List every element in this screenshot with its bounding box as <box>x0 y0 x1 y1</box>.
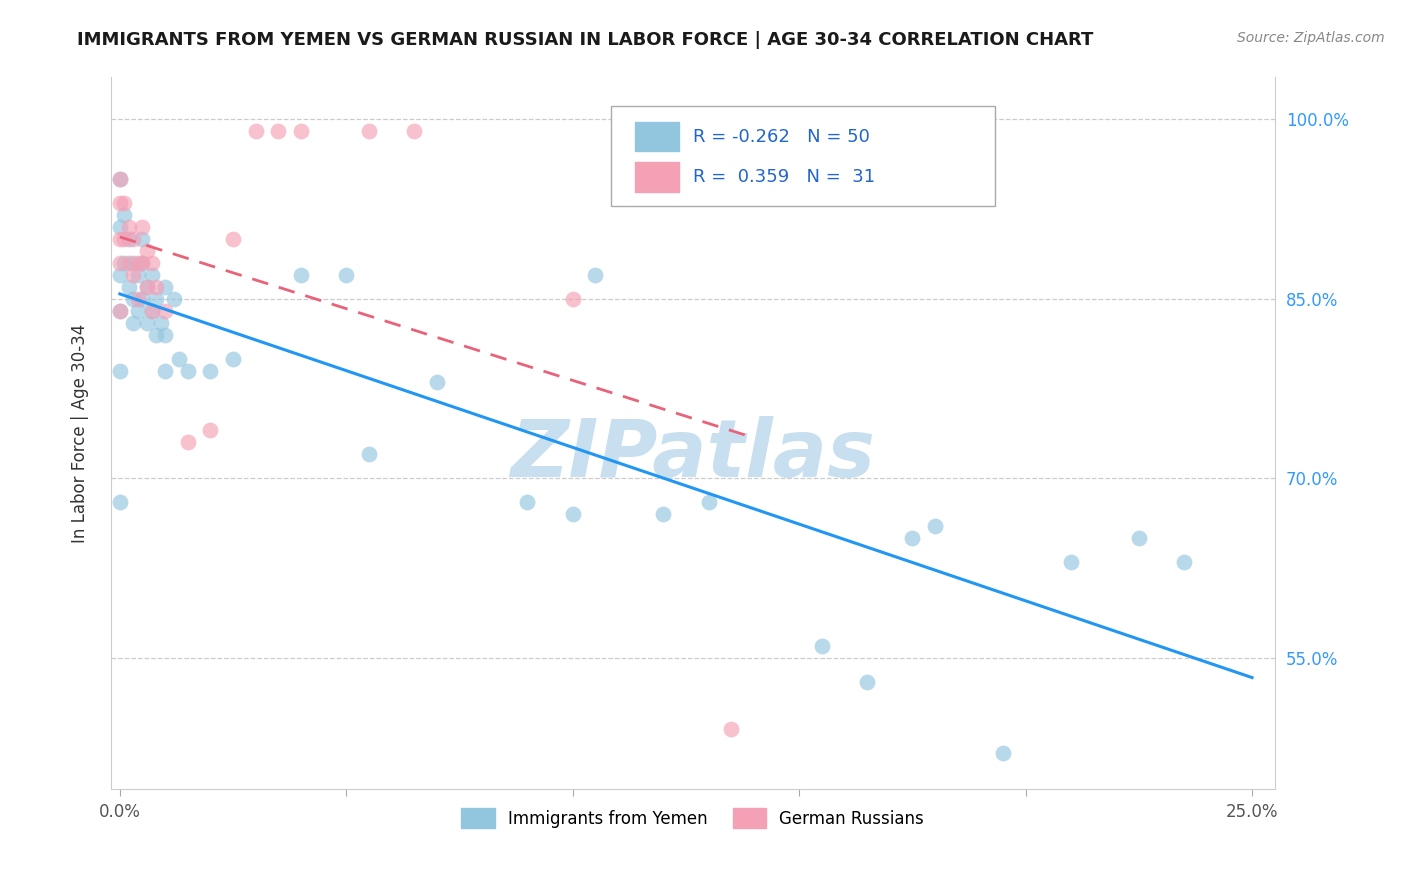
Point <box>127 303 149 318</box>
Point <box>720 723 742 737</box>
Point <box>561 507 583 521</box>
Point <box>127 292 149 306</box>
Point <box>290 268 312 282</box>
Point <box>141 303 163 318</box>
Point <box>856 674 879 689</box>
Point <box>127 256 149 270</box>
Point <box>145 327 167 342</box>
Point <box>136 280 159 294</box>
Point <box>108 196 131 211</box>
Point <box>583 268 606 282</box>
Point <box>245 124 267 138</box>
Bar <box>634 121 679 152</box>
Point <box>141 303 163 318</box>
Text: ZIPatlas: ZIPatlas <box>510 416 876 493</box>
Point <box>200 423 222 437</box>
Point <box>127 268 149 282</box>
Point <box>153 280 176 294</box>
Point <box>145 292 167 306</box>
Point <box>153 327 176 342</box>
Bar <box>634 162 679 192</box>
Point <box>516 495 538 509</box>
Point <box>991 747 1014 761</box>
Text: IMMIGRANTS FROM YEMEN VS GERMAN RUSSIAN IN LABOR FORCE | AGE 30-34 CORRELATION C: IMMIGRANTS FROM YEMEN VS GERMAN RUSSIAN … <box>77 31 1094 49</box>
Point <box>118 219 141 234</box>
Point <box>108 232 131 246</box>
Text: R = -0.262   N = 50: R = -0.262 N = 50 <box>693 128 870 145</box>
Point <box>697 495 720 509</box>
Point <box>108 495 131 509</box>
Point <box>118 256 141 270</box>
Point <box>290 124 312 138</box>
Point <box>118 280 141 294</box>
Point <box>136 316 159 330</box>
Point <box>122 292 145 306</box>
Point <box>652 507 675 521</box>
Point <box>131 292 153 306</box>
Point <box>404 124 426 138</box>
Point <box>108 268 131 282</box>
Point <box>924 519 946 533</box>
Point <box>131 219 153 234</box>
Point <box>426 376 449 390</box>
Point <box>122 232 145 246</box>
Point <box>141 268 163 282</box>
Point <box>108 172 131 186</box>
Point <box>122 268 145 282</box>
Y-axis label: In Labor Force | Age 30-34: In Labor Force | Age 30-34 <box>72 324 89 543</box>
Point <box>149 316 172 330</box>
Legend: Immigrants from Yemen, German Russians: Immigrants from Yemen, German Russians <box>454 802 931 834</box>
Point <box>1173 555 1195 569</box>
Point <box>335 268 357 282</box>
Point <box>108 303 131 318</box>
Point <box>108 219 131 234</box>
Point <box>122 316 145 330</box>
Point <box>200 363 222 377</box>
Point <box>163 292 186 306</box>
Point <box>112 196 135 211</box>
Point <box>108 363 131 377</box>
Point <box>118 232 141 246</box>
Point <box>222 351 245 366</box>
Point <box>122 256 145 270</box>
Point <box>136 280 159 294</box>
Point <box>112 232 135 246</box>
Point <box>131 256 153 270</box>
Point <box>811 639 834 653</box>
Point <box>1128 531 1150 545</box>
Point <box>141 256 163 270</box>
Point <box>108 256 131 270</box>
Point <box>1060 555 1083 569</box>
Point <box>108 303 131 318</box>
Point <box>145 280 167 294</box>
Point <box>131 232 153 246</box>
Point <box>108 172 131 186</box>
Point <box>112 256 135 270</box>
Point <box>177 435 200 450</box>
FancyBboxPatch shape <box>612 106 995 205</box>
Point <box>561 292 583 306</box>
Point <box>112 208 135 222</box>
Point <box>901 531 924 545</box>
Point <box>357 447 380 461</box>
Text: Source: ZipAtlas.com: Source: ZipAtlas.com <box>1237 31 1385 45</box>
Text: R =  0.359   N =  31: R = 0.359 N = 31 <box>693 168 875 186</box>
Point <box>153 363 176 377</box>
Point <box>153 303 176 318</box>
Point <box>131 256 153 270</box>
Point <box>177 363 200 377</box>
Point <box>267 124 290 138</box>
Point <box>222 232 245 246</box>
Point <box>136 244 159 258</box>
Point <box>167 351 190 366</box>
Point <box>357 124 380 138</box>
